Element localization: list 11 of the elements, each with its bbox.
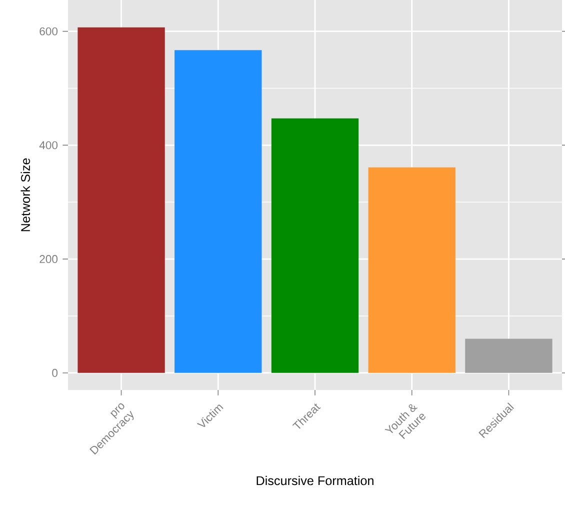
bar (465, 338, 552, 373)
y-tick-label: 200 (40, 255, 58, 264)
x-axis-title: Discursive Formation (256, 476, 374, 486)
bar (368, 167, 456, 373)
bar (78, 27, 165, 373)
bar (271, 118, 359, 373)
y-tick-label: 0 (52, 368, 58, 377)
y-tick-label: 400 (39, 141, 58, 150)
y-tick-label: 600 (40, 27, 58, 36)
y-axis-title: Network Size (20, 158, 30, 232)
bar (174, 50, 262, 373)
